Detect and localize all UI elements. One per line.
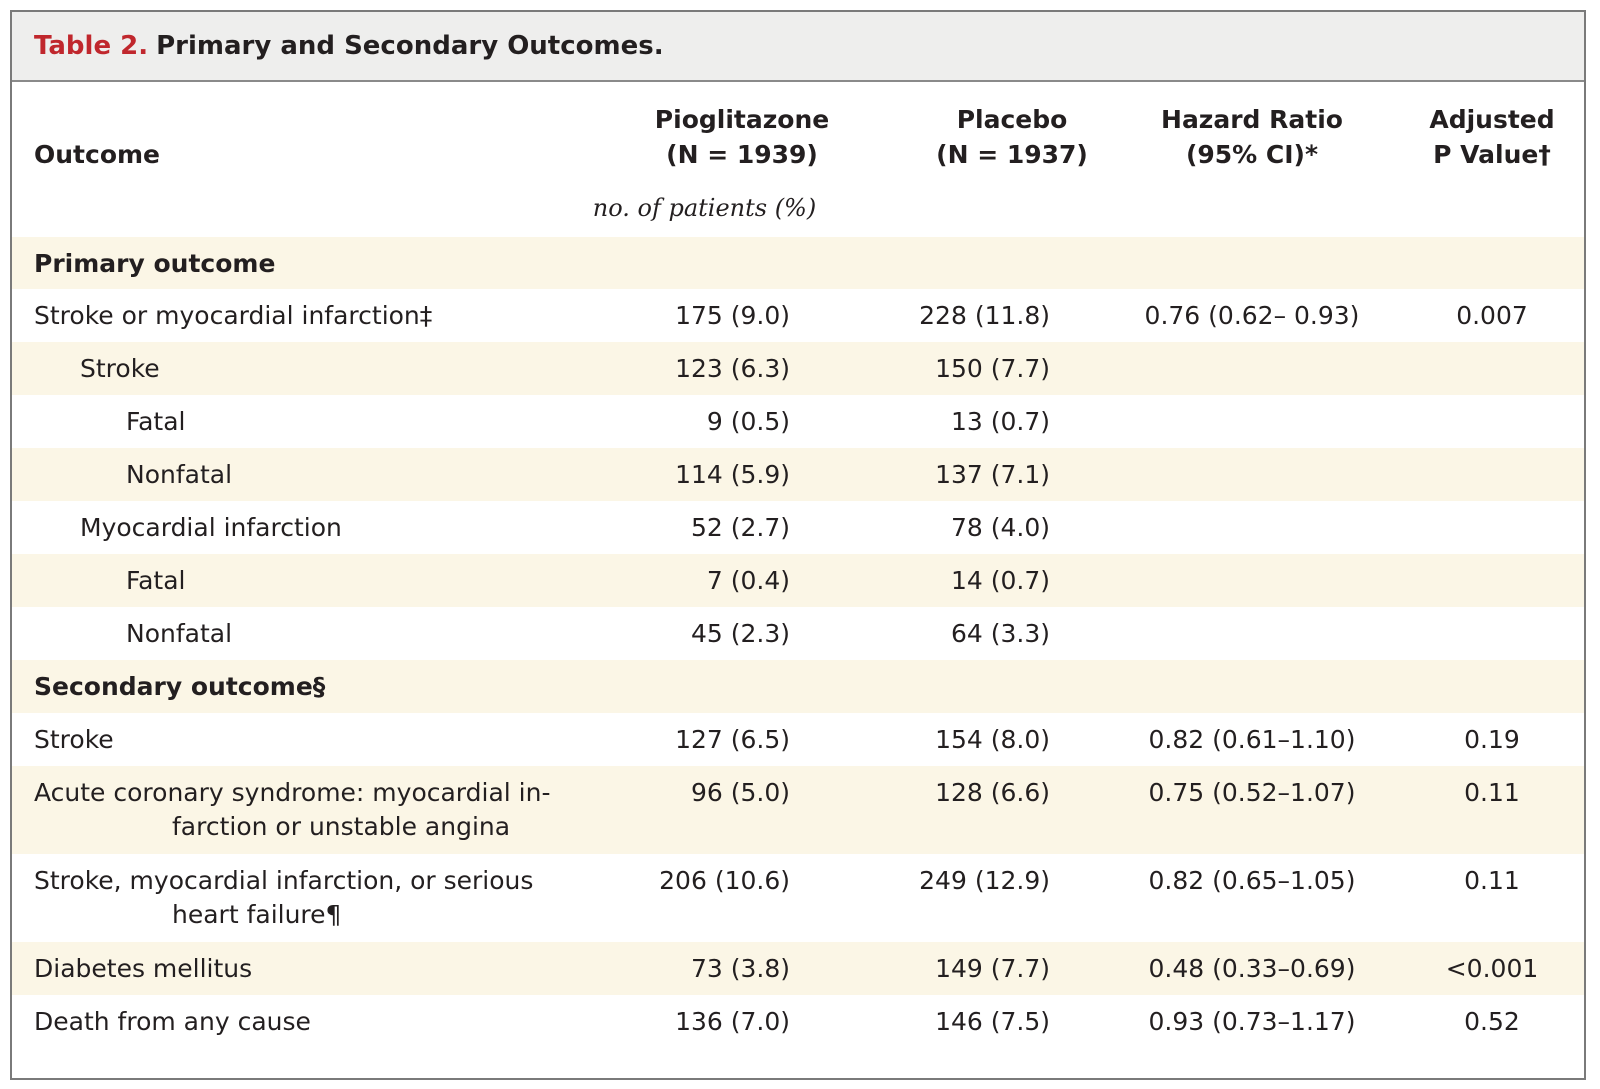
table-row: Acute coronary syndrome: myocardial in-f… xyxy=(12,766,1584,854)
header-placebo-n: (N = 1937) xyxy=(936,140,1088,169)
outcome-cell: Stroke xyxy=(80,354,160,383)
pioglitazone-cell: 136 (7.0) xyxy=(675,1007,790,1036)
placebo-cell: 228 (11.8) xyxy=(919,301,1050,330)
table-row: Nonfatal 114 (5.9) 137 (7.1) xyxy=(12,448,1584,501)
table-row: Stroke or myocardial infarction‡ 175 (9.0… xyxy=(12,289,1584,342)
outcome-cell: Stroke, myocardial infarction, or seriou… xyxy=(34,866,534,895)
header-pioglitazone: Pioglitazone (N = 1939) xyxy=(612,102,872,172)
pioglitazone-cell: 7 (0.4) xyxy=(706,566,790,595)
placebo-cell: 128 (6.6) xyxy=(935,778,1050,807)
outcome-cell: Fatal xyxy=(126,407,186,436)
placebo-cell: 13 (0.7) xyxy=(950,407,1050,436)
outcome-cell: Stroke or myocardial infarction‡ xyxy=(34,301,433,330)
hazard-ratio-cell: 0.82 (0.61–1.10) xyxy=(1148,725,1356,754)
header-placebo-name: Placebo xyxy=(956,105,1068,134)
pioglitazone-cell: 52 (2.7) xyxy=(690,513,790,542)
outcome-cell: Diabetes mellitus xyxy=(34,954,253,983)
pioglitazone-cell: 45 (2.3) xyxy=(690,619,790,648)
placebo-cell: 249 (12.9) xyxy=(919,866,1050,895)
placebo-cell: 137 (7.1) xyxy=(935,460,1050,489)
table-row: Diabetes mellitus 73 (3.8) 149 (7.7) 0.48 (… xyxy=(12,942,1584,995)
table-row: Fatal 9 (0.5) 13 (0.7) xyxy=(12,395,1584,448)
table-row: Stroke 127 (6.5) 154 (8.0) 0.82 (0.61–1.10)… xyxy=(12,713,1584,766)
outcome-cell-continuation: farction or unstable angina xyxy=(172,812,511,841)
table-row: Death from any cause 136 (7.0) 146 (7.5) 0.… xyxy=(12,995,1584,1049)
pioglitazone-cell: 9 (0.5) xyxy=(706,407,790,436)
placebo-cell: 64 (3.3) xyxy=(950,619,1050,648)
pioglitazone-cell: 96 (5.0) xyxy=(690,778,790,807)
table-title: Primary and Secondary Outcomes. xyxy=(156,31,664,61)
header-hazard-ratio-ci: (95% CI)* xyxy=(1185,140,1319,169)
pioglitazone-cell: 175 (9.0) xyxy=(675,301,790,330)
table-row: Fatal 7 (0.4) 14 (0.7) xyxy=(12,554,1584,607)
placebo-cell: 154 (8.0) xyxy=(935,725,1050,754)
outcome-cell: Nonfatal xyxy=(126,619,233,648)
table-row: Stroke 123 (6.3) 150 (7.7) xyxy=(12,342,1584,395)
p-value-cell: <0.001 xyxy=(1445,954,1539,983)
outcome-cell: Nonfatal xyxy=(126,460,233,489)
section-row: Primary outcome xyxy=(12,237,1584,289)
table-frame: Table 2. Primary and Secondary Outcomes.… xyxy=(10,10,1586,1080)
table-row: Nonfatal 45 (2.3) 64 (3.3) xyxy=(12,607,1584,660)
outcome-cell: Acute coronary syndrome: myocardial in- xyxy=(34,778,551,807)
pioglitazone-cell: 114 (5.9) xyxy=(675,460,790,489)
section-label: Primary outcome xyxy=(34,249,276,278)
placebo-cell: 150 (7.7) xyxy=(935,354,1050,383)
hazard-ratio-cell: 0.76 (0.62– 0.93) xyxy=(1144,301,1360,330)
section-label: Secondary outcome§ xyxy=(34,672,326,701)
pioglitazone-cell: 73 (3.8) xyxy=(690,954,790,983)
table-label: Table 2. xyxy=(34,31,149,61)
table-row: Myocardial infarction 52 (2.7) 78 (4.0) xyxy=(12,501,1584,554)
header-p-value-adjusted: Adjusted xyxy=(1429,105,1555,134)
header-hazard-ratio: Hazard Ratio (95% CI)* xyxy=(1112,102,1392,172)
header-pioglitazone-name: Pioglitazone xyxy=(654,105,830,134)
table-body: Primary outcome Stroke or myocardial infa… xyxy=(12,237,1584,1049)
p-value-cell: 0.52 xyxy=(1464,1007,1520,1036)
header-p-value: Adjusted P Value† xyxy=(1407,102,1577,172)
pioglitazone-cell: 206 (10.6) xyxy=(659,866,790,895)
p-value-cell: 0.11 xyxy=(1464,778,1520,807)
outcome-cell: Stroke xyxy=(34,725,114,754)
placebo-cell: 14 (0.7) xyxy=(950,566,1050,595)
hazard-ratio-cell: 0.82 (0.65–1.05) xyxy=(1148,866,1356,895)
header-p-value-name: P Value† xyxy=(1433,140,1551,169)
hazard-ratio-cell: 0.48 (0.33–0.69) xyxy=(1148,954,1356,983)
p-value-cell: 0.11 xyxy=(1464,866,1520,895)
header-outcome: Outcome xyxy=(34,140,161,169)
outcome-cell: Death from any cause xyxy=(34,1007,311,1036)
p-value-cell: 0.19 xyxy=(1464,725,1520,754)
placebo-cell: 146 (7.5) xyxy=(935,1007,1050,1036)
outcome-cell-continuation: heart failure¶ xyxy=(172,900,342,929)
header-pioglitazone-n: (N = 1939) xyxy=(666,140,818,169)
placebo-cell: 149 (7.7) xyxy=(935,954,1050,983)
hazard-ratio-cell: 0.75 (0.52–1.07) xyxy=(1148,778,1356,807)
header-units: no. of patients (%) xyxy=(592,194,817,222)
p-value-cell: 0.007 xyxy=(1456,301,1528,330)
header-hazard-ratio-name: Hazard Ratio xyxy=(1161,105,1343,134)
table-row: Stroke, myocardial infarction, or seriou… xyxy=(12,854,1584,942)
header-placebo: Placebo (N = 1937) xyxy=(892,102,1132,172)
pioglitazone-cell: 123 (6.3) xyxy=(675,354,790,383)
hazard-ratio-cell: 0.93 (0.73–1.17) xyxy=(1148,1007,1356,1036)
outcome-cell: Myocardial infarction xyxy=(80,513,342,542)
placebo-cell: 78 (4.0) xyxy=(950,513,1050,542)
table-title-bar: Table 2. Primary and Secondary Outcomes. xyxy=(12,12,1584,82)
outcome-cell: Fatal xyxy=(126,566,186,595)
section-row: Secondary outcome§ xyxy=(12,660,1584,713)
table-header: Outcome Pioglitazone (N = 1939) Placebo … xyxy=(12,82,1584,237)
pioglitazone-cell: 127 (6.5) xyxy=(675,725,790,754)
